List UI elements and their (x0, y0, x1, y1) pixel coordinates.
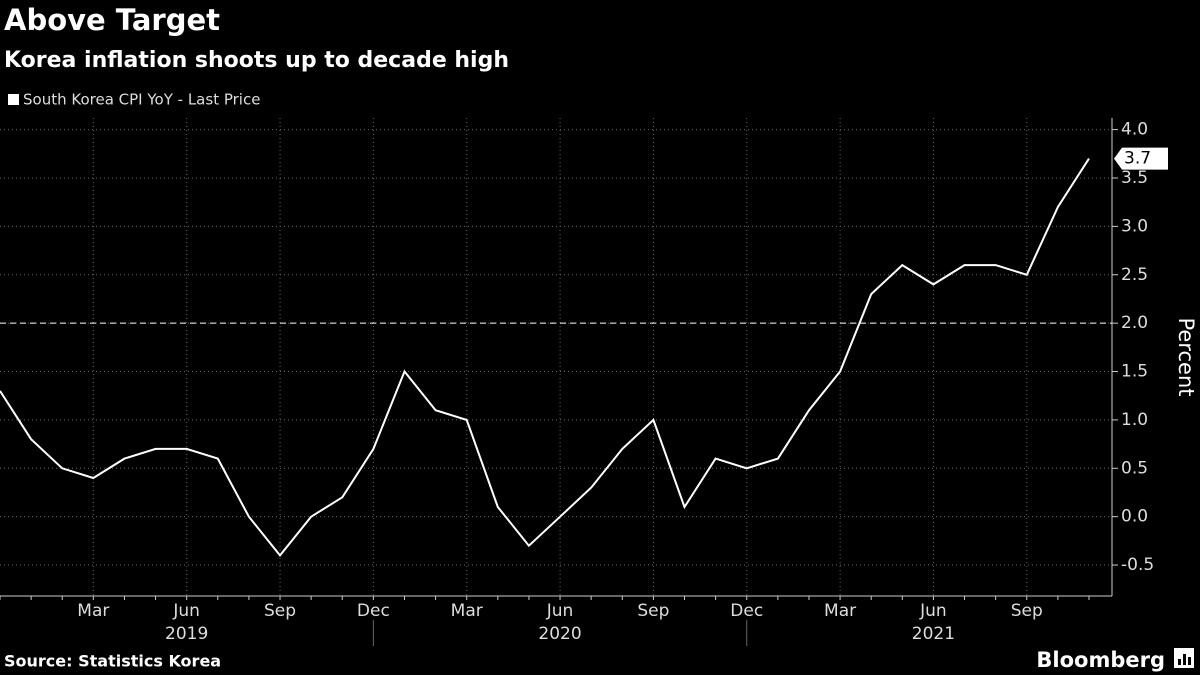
x-tick-label: Mar (451, 601, 483, 621)
x-tick-label: Sep (264, 601, 296, 621)
legend-label: South Korea CPI YoY - Last Price (23, 91, 260, 109)
x-tick-label: Mar (824, 601, 856, 621)
y-axis-label: Percent (1174, 317, 1198, 396)
y-tick-label: 0.5 (1121, 458, 1148, 478)
year-label: 2019 (165, 624, 208, 644)
x-tick-label: Sep (1011, 601, 1043, 621)
x-tick-label: Sep (637, 601, 669, 621)
brand-icon (1174, 648, 1194, 668)
y-tick-label: 3.5 (1121, 168, 1148, 188)
y-tick-label: 3.0 (1121, 216, 1148, 236)
x-tick-label: Mar (77, 601, 109, 621)
y-tick-label: 0.0 (1121, 507, 1148, 527)
y-tick-label: 1.5 (1121, 362, 1148, 382)
x-tick-label: Dec (357, 601, 390, 621)
y-tick-label: -0.5 (1121, 555, 1154, 575)
last-value-label: 3.7 (1124, 149, 1151, 169)
last-value-box (1114, 147, 1168, 170)
x-tick-label: Jun (919, 601, 947, 621)
x-tick-label: Jun (172, 601, 200, 621)
y-tick-label: 2.0 (1121, 313, 1148, 333)
y-tick-label: 1.0 (1121, 410, 1148, 430)
chart-subtitle: Korea inflation shoots up to decade high (4, 48, 509, 73)
source: Source: Statistics Korea (4, 652, 221, 671)
x-tick-label: Dec (730, 601, 763, 621)
x-tick-label: Jun (546, 601, 574, 621)
legend-swatch (8, 94, 19, 105)
y-tick-label: 2.5 (1121, 265, 1148, 285)
y-tick-label: 4.0 (1121, 120, 1148, 140)
chart-title: Above Target (4, 3, 220, 37)
brand: Bloomberg (1036, 648, 1165, 672)
year-label: 2020 (538, 624, 581, 644)
year-label: 2021 (912, 624, 955, 644)
line-series (0, 158, 1090, 557)
